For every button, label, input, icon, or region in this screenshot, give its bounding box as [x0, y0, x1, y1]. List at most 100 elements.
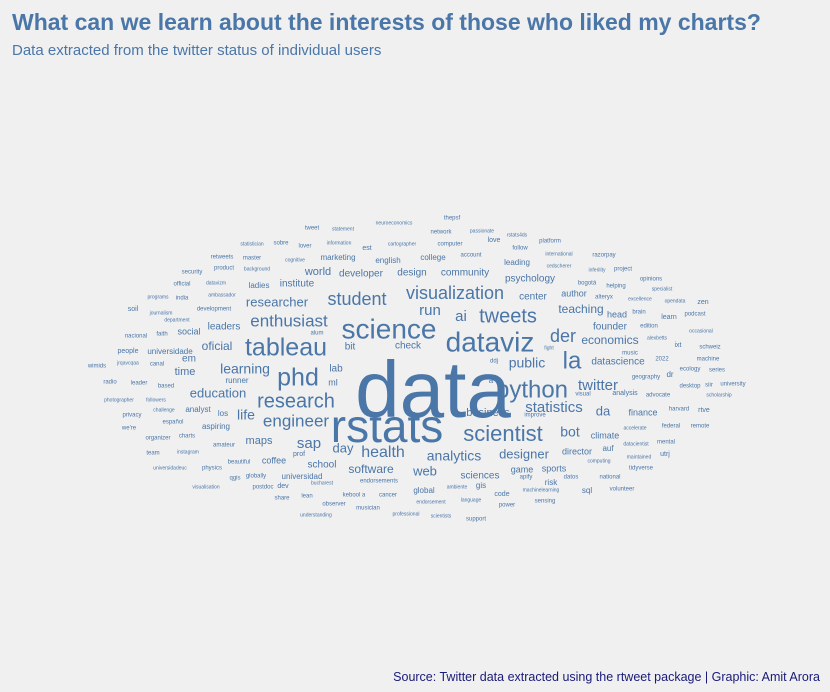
word-learning: learning — [220, 361, 270, 377]
word-advocate: advocate — [646, 393, 671, 399]
word-instagram: instagram — [177, 449, 199, 455]
word-podcast: podcast — [684, 312, 705, 318]
word-bot: bot — [560, 424, 580, 440]
word-prof: prof — [293, 451, 305, 458]
word-volunteer: volunteer — [610, 487, 635, 493]
word-endorsements: endorsements — [360, 479, 398, 485]
word-amateur: amateur — [213, 443, 235, 449]
word-marketing: marketing — [320, 253, 355, 262]
word-tableau: tableau — [245, 334, 327, 362]
word-world: world — [304, 266, 331, 278]
word-information: information — [327, 240, 352, 246]
word-rtve: rtve — [698, 407, 710, 414]
word-photographer: photographer — [104, 397, 134, 403]
word-language: language — [461, 497, 482, 503]
word-founder: founder — [593, 322, 628, 333]
word-institute: institute — [280, 279, 315, 290]
word-college: college — [420, 253, 446, 262]
word-helping: helping — [606, 284, 625, 290]
word-business: business — [466, 407, 510, 419]
word-brain: brain — [632, 310, 645, 316]
word-public: public — [509, 355, 546, 371]
word-teaching: teaching — [558, 302, 603, 316]
word-der: der — [550, 326, 576, 346]
word-ecology: ecology — [680, 367, 701, 373]
word-background: background — [244, 266, 270, 272]
word-edition: edition — [640, 324, 658, 330]
word-nacional: nacional — [125, 334, 147, 340]
word-rstats4ds: rstats4ds — [507, 232, 528, 238]
word-sap: sap — [297, 435, 321, 452]
word-official: official — [174, 282, 191, 288]
word-account: account — [460, 253, 481, 259]
word-ambiente: ambiente — [447, 484, 468, 490]
word-oficial: oficial — [202, 339, 233, 353]
word--: à — [489, 376, 494, 385]
word-ixt: ixt — [675, 342, 682, 349]
word-2022: 2022 — [655, 357, 669, 363]
word-leader: leader — [131, 381, 148, 387]
word-developer: developer — [339, 269, 384, 280]
word-opendata: opendata — [665, 298, 686, 304]
word-statistician: statistician — [240, 241, 264, 247]
word-globally: globally — [246, 474, 266, 480]
word-engineer: engineer — [263, 411, 330, 430]
word-tweets: tweets — [479, 305, 537, 327]
word-utrj: utrj — [660, 451, 670, 458]
word-student: student — [327, 289, 386, 309]
word-federal: federal — [662, 424, 680, 430]
word-lover: lover — [298, 244, 311, 250]
word-head: head — [607, 309, 627, 319]
word-programs: programs — [147, 294, 169, 300]
word-finance: finance — [628, 407, 657, 417]
word-harvard: harvard — [669, 407, 689, 413]
word-musician: musician — [356, 506, 380, 512]
word-universidad: universidad — [282, 472, 323, 481]
word-visualization: visualization — [406, 283, 504, 303]
word-network: network — [430, 230, 452, 236]
word-machinelearning: machinelearning — [523, 487, 560, 493]
word-product: product — [214, 266, 234, 272]
word-opinions: opinions — [640, 277, 662, 283]
word-day: day — [333, 440, 354, 455]
word-maps: maps — [246, 435, 273, 447]
word-espa-ol: español — [162, 420, 183, 426]
word-social: social — [177, 326, 200, 336]
word-journalism: journalism — [149, 310, 173, 316]
word-ml: ml — [328, 377, 338, 387]
word-ai: ai — [455, 308, 467, 325]
word-community: community — [441, 268, 489, 279]
word-schweiz: schweiz — [699, 345, 720, 351]
word-share: share — [274, 496, 290, 502]
word-excellence: excellence — [628, 296, 652, 302]
word-passionate: passionate — [470, 228, 494, 234]
word-wimids: wimids — [87, 364, 106, 370]
word-dr: dr — [666, 370, 673, 379]
word-international: international — [545, 251, 572, 257]
word-based: based — [158, 384, 174, 390]
word-health: health — [361, 444, 405, 461]
word-run: run — [419, 302, 441, 319]
word-statement: statement — [332, 226, 355, 232]
word-twitter: twitter — [578, 377, 618, 394]
word-alum: alum — [310, 331, 323, 337]
word-universidade: universidade — [147, 347, 193, 356]
word-cognitive: cognitive — [285, 257, 305, 263]
word-soil: soil — [128, 306, 139, 313]
word-economics: economics — [581, 333, 638, 347]
word-research: research — [257, 390, 335, 412]
word-life: life — [237, 407, 255, 423]
word-physics: physics — [202, 466, 222, 472]
word-we-re: we're — [121, 426, 137, 432]
word-love: love — [488, 237, 501, 244]
word-canal: canal — [150, 362, 164, 368]
word-qgis: qgis — [229, 476, 240, 482]
word-director: director — [562, 446, 592, 456]
word-lab: lab — [329, 364, 343, 375]
word-understanding: understanding — [300, 512, 332, 518]
word-ddj: ddj — [490, 359, 498, 365]
word-organizer: organizer — [145, 436, 170, 442]
word-cartographer: cartographer — [388, 241, 417, 247]
word-global: global — [413, 486, 435, 495]
